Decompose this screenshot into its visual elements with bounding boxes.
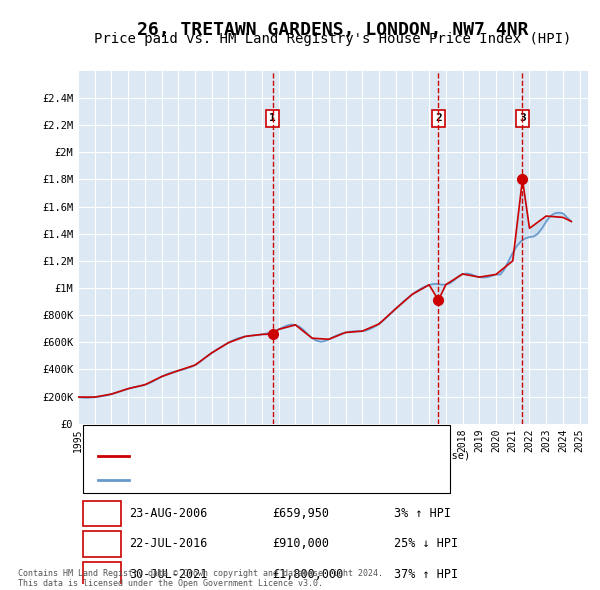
Text: 30-JUL-2021: 30-JUL-2021 bbox=[129, 568, 208, 581]
FancyBboxPatch shape bbox=[83, 425, 450, 493]
Text: 1: 1 bbox=[98, 509, 106, 519]
Text: 2: 2 bbox=[98, 539, 106, 549]
Text: 25% ↓ HPI: 25% ↓ HPI bbox=[394, 537, 458, 550]
FancyBboxPatch shape bbox=[83, 501, 121, 526]
Text: £1,800,000: £1,800,000 bbox=[272, 568, 343, 581]
Text: 26, TRETAWN GARDENS, LONDON, NW7 4NR: 26, TRETAWN GARDENS, LONDON, NW7 4NR bbox=[137, 21, 529, 39]
Text: 37% ↑ HPI: 37% ↑ HPI bbox=[394, 568, 458, 581]
Text: 3: 3 bbox=[98, 569, 106, 579]
Text: HPI: Average price, detached house, Barnet: HPI: Average price, detached house, Barn… bbox=[139, 475, 402, 485]
Text: 2: 2 bbox=[435, 113, 442, 123]
FancyBboxPatch shape bbox=[83, 531, 121, 557]
Text: £910,000: £910,000 bbox=[272, 537, 329, 550]
Text: 3% ↑ HPI: 3% ↑ HPI bbox=[394, 507, 451, 520]
Text: Price paid vs. HM Land Registry's House Price Index (HPI): Price paid vs. HM Land Registry's House … bbox=[94, 32, 572, 47]
Text: 23-AUG-2006: 23-AUG-2006 bbox=[129, 507, 208, 520]
Text: Contains HM Land Registry data © Crown copyright and database right 2024.
This d: Contains HM Land Registry data © Crown c… bbox=[18, 569, 383, 588]
Text: 26, TRETAWN GARDENS, LONDON, NW7 4NR (detached house): 26, TRETAWN GARDENS, LONDON, NW7 4NR (de… bbox=[139, 451, 470, 461]
Text: 3: 3 bbox=[519, 113, 526, 123]
Text: 1: 1 bbox=[269, 113, 276, 123]
Text: 22-JUL-2016: 22-JUL-2016 bbox=[129, 537, 208, 550]
FancyBboxPatch shape bbox=[83, 562, 121, 587]
Text: £659,950: £659,950 bbox=[272, 507, 329, 520]
